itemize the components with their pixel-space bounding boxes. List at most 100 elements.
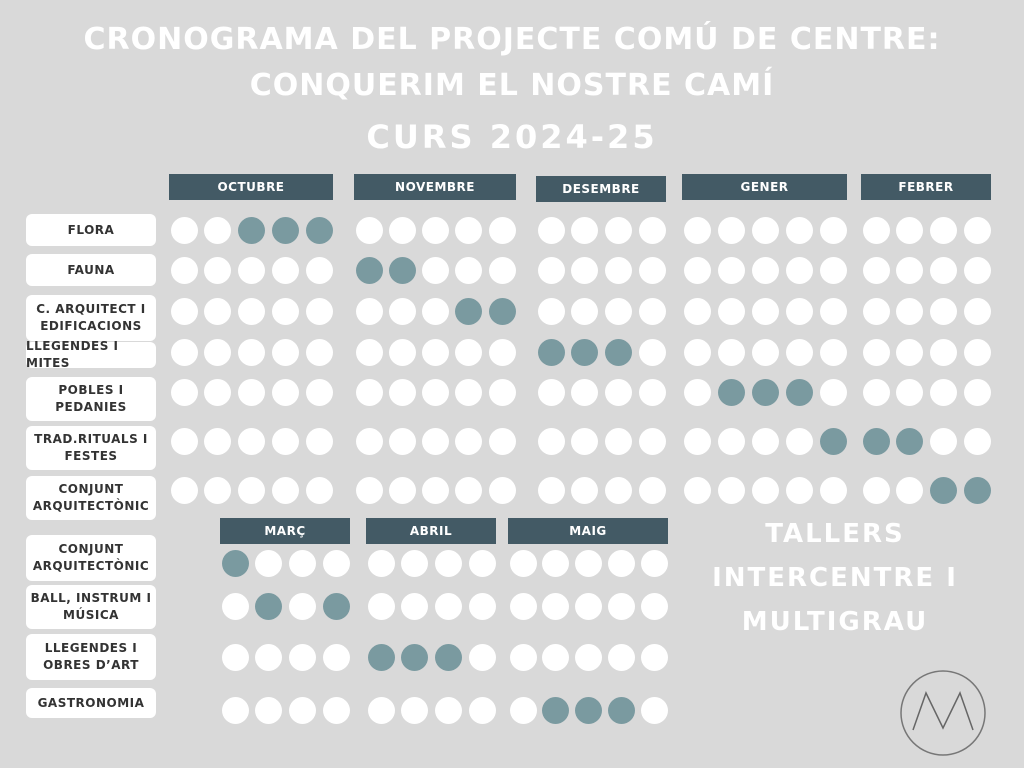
- week-dot: [288, 549, 316, 577]
- week-dot: [542, 592, 570, 620]
- side-line: TALLERS: [765, 519, 905, 549]
- title-line: CRONOGRAMA DEL PROJECTE COMÚ DE CENTRE:: [83, 22, 941, 57]
- week-dot: [509, 643, 537, 671]
- week-dot: [204, 427, 232, 455]
- row-label: CONJUNT ARQUITECTÒNIC: [26, 476, 156, 520]
- week-dot: [785, 256, 813, 284]
- week-dot: [896, 297, 924, 325]
- week-dot: [221, 549, 249, 577]
- week-dot: [170, 338, 198, 366]
- week-dot: [305, 338, 333, 366]
- week-dot: [238, 427, 265, 455]
- week-dot: [575, 592, 602, 620]
- week-dot: [542, 643, 570, 671]
- week-dot: [542, 549, 570, 577]
- week-dot: [204, 378, 232, 406]
- week-dot: [683, 256, 711, 284]
- week-dot: [819, 476, 847, 504]
- side-text: TALLERS INTERCENTRE I MULTIGRAU: [700, 512, 970, 644]
- week-dot: [963, 427, 991, 455]
- week-dot: [305, 297, 333, 325]
- row-label: TRAD.RITUALS I FESTES: [26, 426, 156, 470]
- week-dot: [271, 297, 299, 325]
- week-dot: [717, 378, 745, 406]
- week-dot: [571, 297, 599, 325]
- week-dot: [468, 592, 496, 620]
- week-dot: [422, 216, 449, 244]
- week-dot: [717, 476, 745, 504]
- week-dot: [401, 592, 429, 620]
- label-line: ARQUITECTÒNIC: [32, 499, 150, 513]
- week-dot: [221, 696, 249, 724]
- week-dot: [640, 549, 668, 577]
- row-label: FLORA: [26, 214, 156, 246]
- week-dot: [862, 476, 890, 504]
- week-dot: [204, 297, 232, 325]
- week-dot: [355, 378, 383, 406]
- week-dot: [604, 338, 632, 366]
- week-dot: [204, 256, 232, 284]
- week-dot: [640, 643, 668, 671]
- label-line: MÚSICA: [63, 608, 119, 622]
- week-dot: [255, 643, 283, 671]
- week-dot: [422, 476, 449, 504]
- label-line: FESTES: [64, 449, 118, 463]
- week-dot: [963, 256, 991, 284]
- week-dot: [607, 643, 635, 671]
- logo: [900, 670, 986, 756]
- week-dot: [455, 216, 483, 244]
- week-dot: [785, 216, 813, 244]
- week-dot: [455, 256, 483, 284]
- week-dot: [170, 476, 198, 504]
- week-dot: [288, 696, 316, 724]
- week-dot: [455, 378, 483, 406]
- week-dot: [367, 696, 395, 724]
- week-dot: [455, 476, 483, 504]
- week-dot: [537, 476, 565, 504]
- week-dot: [785, 476, 813, 504]
- week-dot: [401, 696, 429, 724]
- week-dot: [322, 592, 350, 620]
- week-dot: [204, 476, 232, 504]
- week-dot: [509, 696, 537, 724]
- week-dot: [929, 476, 957, 504]
- week-dot: [537, 427, 565, 455]
- week-dot: [862, 297, 890, 325]
- week-dot: [468, 549, 496, 577]
- row-label: C. ARQUITECT I EDIFICACIONS: [26, 295, 156, 341]
- week-dot: [422, 256, 449, 284]
- week-dot: [717, 427, 745, 455]
- week-dot: [896, 256, 924, 284]
- week-dot: [271, 427, 299, 455]
- week-dot: [638, 427, 666, 455]
- week-dot: [819, 256, 847, 284]
- label-line: CONJUNT: [58, 482, 124, 496]
- week-dot: [221, 643, 249, 671]
- week-dot: [170, 297, 198, 325]
- week-dot: [862, 427, 890, 455]
- week-dot: [355, 476, 383, 504]
- week-dot: [388, 256, 416, 284]
- week-dot: [388, 476, 416, 504]
- week-dot: [963, 378, 991, 406]
- week-dot: [170, 256, 198, 284]
- week-dot: [683, 378, 711, 406]
- week-dot: [367, 643, 395, 671]
- week-dot: [638, 297, 666, 325]
- week-dot: [509, 592, 537, 620]
- week-dot: [455, 427, 483, 455]
- row-label: GASTRONOMIA: [26, 688, 156, 718]
- week-dot: [288, 643, 316, 671]
- week-dot: [537, 297, 565, 325]
- week-dot: [537, 216, 565, 244]
- week-dot: [896, 216, 924, 244]
- week-dot: [305, 378, 333, 406]
- week-dot: [683, 476, 711, 504]
- week-dot: [388, 297, 416, 325]
- month-header: MAIG: [508, 518, 668, 544]
- week-dot: [305, 476, 333, 504]
- week-dot: [488, 378, 516, 406]
- month-header: DESEMBRE: [536, 176, 666, 202]
- week-dot: [785, 297, 813, 325]
